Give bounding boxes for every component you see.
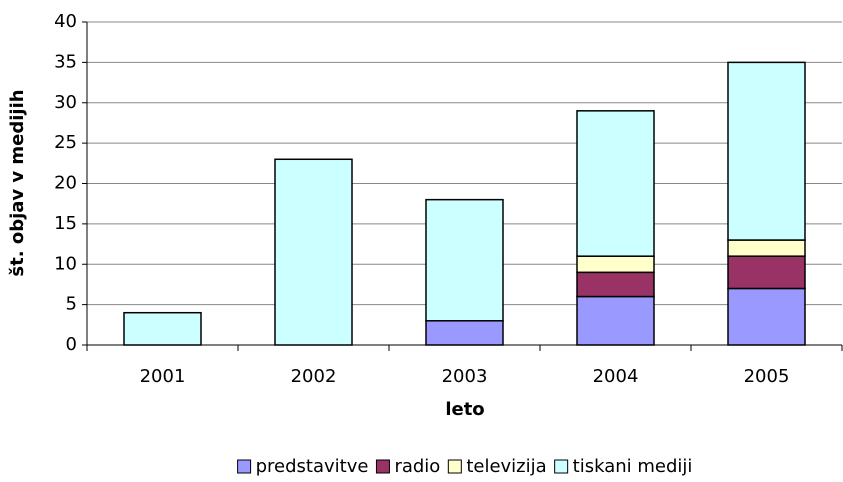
legend-label: tiskani mediji	[573, 456, 693, 477]
y-tick-label: 40	[54, 11, 77, 32]
bar-segment	[576, 295, 655, 346]
x-tick-label: 2005	[744, 366, 790, 387]
y-tick-label: 15	[54, 213, 77, 234]
legend-swatch	[447, 459, 462, 474]
bar-segment	[576, 110, 655, 257]
bar-segment	[576, 255, 655, 274]
y-tick-label: 20	[54, 173, 77, 194]
y-axis-label: št. objav v medijih	[7, 89, 28, 276]
x-tick-label: 2004	[593, 366, 639, 387]
y-tick-label: 5	[66, 294, 77, 315]
x-tick-label: 2003	[442, 366, 488, 387]
x-tick-label: 2001	[140, 366, 186, 387]
y-tick-label: 25	[54, 132, 77, 153]
bar-segment	[727, 61, 806, 241]
y-tick-label: 35	[54, 51, 77, 72]
legend-swatch	[375, 459, 390, 474]
bar-segment	[425, 320, 504, 346]
x-tick-label: 2002	[291, 366, 337, 387]
legend-label: radio	[394, 456, 440, 477]
bar-segment	[727, 255, 806, 290]
bar-segment	[576, 271, 655, 298]
y-tick-label: 0	[66, 334, 77, 355]
legend-label: predstavitve	[256, 456, 369, 477]
y-tick-label: 30	[54, 92, 77, 113]
legend-swatch	[554, 459, 569, 474]
bar-segment	[274, 158, 353, 346]
x-axis-label: leto	[445, 399, 484, 420]
legend-swatch	[237, 459, 252, 474]
bar-segment	[123, 311, 202, 346]
bar-segment	[425, 198, 504, 322]
y-tick-label: 10	[54, 253, 77, 274]
bar-segment	[727, 239, 806, 257]
bar-segment	[727, 287, 806, 346]
legend-label: televizija	[466, 456, 546, 477]
